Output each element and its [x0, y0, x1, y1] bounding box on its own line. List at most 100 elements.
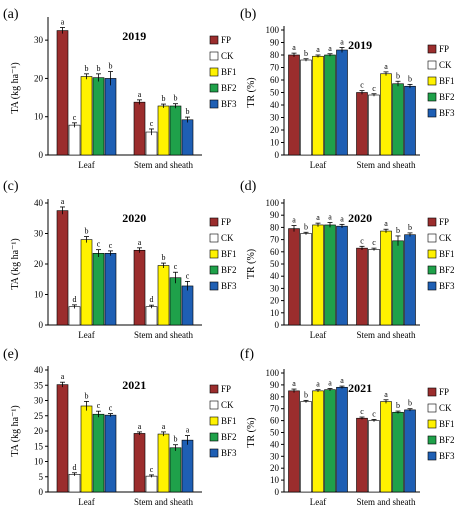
significance-letter: c: [73, 113, 77, 122]
y-tick-label: 30: [270, 451, 280, 461]
legend-label: CK: [221, 233, 234, 243]
significance-letter: a: [292, 43, 296, 52]
significance-letter: a: [340, 214, 344, 223]
bar-bf3: [181, 119, 194, 156]
bar-fp: [356, 247, 368, 326]
y-tick-label: 0: [39, 320, 44, 330]
bar-bf3: [404, 85, 416, 156]
y-axis-label: TA (kg ha⁻¹): [10, 405, 21, 456]
bar-bf1: [380, 401, 392, 493]
significance-letter: c: [174, 262, 178, 271]
y-tick-label: 10: [270, 138, 280, 148]
legend-label: BF1: [221, 67, 237, 77]
legend-swatch-ck: [209, 233, 219, 243]
legend-label: BF1: [439, 249, 455, 259]
chart-title: 2020: [122, 211, 146, 225]
bar-fp: [56, 210, 69, 326]
legend-label: CK: [439, 233, 452, 243]
legend-label: BF3: [439, 281, 455, 291]
significance-letter: b: [396, 226, 400, 235]
category-label: Stem and sheath: [134, 497, 193, 507]
legend-label: BF2: [439, 92, 455, 102]
significance-letter: b: [408, 74, 412, 83]
legend-label: BF2: [221, 432, 237, 442]
bar-bf3: [181, 285, 194, 326]
significance-letter: c: [186, 271, 190, 280]
y-tick-label: 10: [34, 290, 44, 300]
legend-swatch-ck: [209, 400, 219, 410]
legend-swatch-ck: [427, 403, 437, 413]
y-tick-label: 5: [39, 472, 44, 482]
bar-bf3: [336, 49, 348, 156]
significance-letter: c: [97, 401, 101, 410]
bar-fp: [288, 228, 300, 326]
bar-fp: [288, 54, 300, 156]
significance-letter: c: [150, 465, 154, 474]
legend-swatch-bf1: [209, 67, 219, 77]
significance-letter: a: [61, 372, 65, 381]
legend-label: BF2: [439, 265, 455, 275]
significance-letter: a: [328, 378, 332, 387]
legend-label: CK: [221, 400, 234, 410]
significance-letter: a: [138, 238, 142, 247]
bar-bf2: [169, 105, 182, 156]
legend-swatch-ck: [427, 60, 437, 70]
y-axis-label: TA (kg ha⁻¹): [10, 62, 21, 113]
y-tick-label: 70: [270, 235, 280, 245]
y-tick-label: 100: [266, 368, 280, 378]
legend-swatch-bf3: [427, 108, 437, 118]
legend-label: BF2: [439, 435, 455, 445]
significance-letter: a: [328, 213, 332, 222]
legend-swatch-bf3: [209, 281, 219, 291]
significance-letter: b: [97, 64, 101, 73]
significance-letter: b: [162, 94, 166, 103]
category-label: Stem and sheath: [357, 160, 416, 170]
legend-swatch-bf2: [209, 432, 219, 442]
y-tick-label: 40: [270, 100, 280, 110]
significance-letter: b: [408, 399, 412, 408]
bar-ck: [68, 306, 81, 326]
significance-letter: c: [372, 84, 376, 93]
significance-letter: a: [138, 422, 142, 431]
bar-bf3: [104, 414, 117, 493]
y-tick-label: 20: [270, 296, 280, 306]
category-label: Leaf: [78, 160, 94, 170]
y-tick-label: 70: [270, 404, 280, 414]
legend-label: FP: [221, 35, 231, 45]
y-tick-label: 40: [34, 365, 44, 375]
legend-swatch-fp: [209, 217, 219, 227]
bar-bf1: [380, 230, 392, 326]
y-tick-label: 20: [270, 463, 280, 473]
significance-letter: a: [316, 380, 320, 389]
y-tick-label: 100: [266, 25, 280, 35]
chart-title: 2019: [348, 38, 372, 52]
legend-swatch-bf1: [427, 419, 437, 429]
bar-ck: [68, 474, 81, 493]
y-tick-label: 30: [270, 113, 280, 123]
bar-bf3: [104, 253, 117, 326]
y-tick-label: 25: [34, 411, 44, 421]
y-axis-label: TR (%): [246, 77, 257, 107]
bar-bf1: [80, 76, 93, 156]
bar-ck: [300, 59, 312, 156]
significance-letter: c: [360, 407, 364, 416]
legend-label: CK: [221, 51, 234, 61]
y-tick-label: 80: [270, 222, 280, 232]
legend-swatch-fp: [209, 384, 219, 394]
y-tick-label: 0: [275, 150, 280, 160]
bar-fp: [288, 390, 300, 493]
panel-label: (a): [3, 7, 19, 22]
y-tick-label: 20: [34, 259, 44, 269]
bar-ck: [145, 306, 158, 326]
significance-letter: c: [372, 238, 376, 247]
bar-bf1: [312, 390, 324, 493]
category-label: Stem and sheath: [357, 330, 416, 340]
bar-fp: [133, 433, 146, 493]
significance-letter: b: [396, 71, 400, 80]
legend-label: BF1: [221, 416, 237, 426]
bar-ck: [368, 420, 380, 493]
bar-bf2: [324, 389, 336, 493]
significance-letter: c: [150, 119, 154, 128]
